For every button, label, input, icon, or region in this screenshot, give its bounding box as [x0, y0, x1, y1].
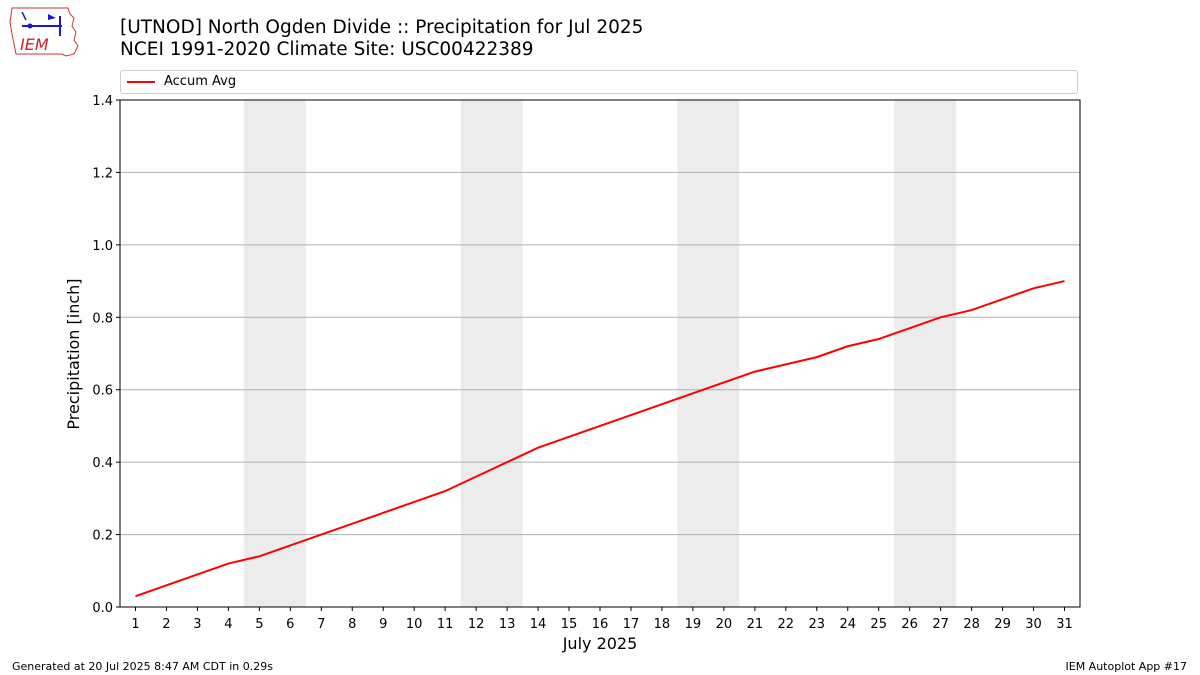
- x-tick-label: 14: [530, 617, 547, 632]
- app-label: IEM Autoplot App #17: [1065, 660, 1188, 673]
- y-tick-label: 0.4: [92, 456, 113, 471]
- x-tick-label: 22: [778, 617, 795, 632]
- x-tick-label: 16: [592, 617, 609, 632]
- series-layer: [135, 280, 1065, 598]
- y-tick-label: 0.0: [92, 601, 113, 616]
- y-tick-label: 1.2: [92, 166, 113, 181]
- x-tick-label: 21: [747, 617, 764, 632]
- x-tick-label: 10: [406, 617, 423, 632]
- x-tick-label: 18: [654, 617, 671, 632]
- x-tick-label: 13: [499, 617, 516, 632]
- x-tick-label: 20: [716, 617, 733, 632]
- chart-title: [UTNOD] North Ogden Divide :: Precipitat…: [120, 17, 644, 38]
- x-tick-label: 6: [286, 617, 294, 632]
- x-tick-label: 4: [224, 617, 232, 632]
- x-tick-label: 15: [561, 617, 578, 632]
- y-tick-label: 0.8: [92, 311, 113, 326]
- x-tick-label: 5: [255, 617, 263, 632]
- y-tick-label: 0.6: [92, 384, 113, 399]
- chart-subtitle: NCEI 1991-2020 Climate Site: USC00422389: [120, 39, 534, 60]
- y-axis-ticks: 0.0 0.2 0.4 0.6 0.8 1.0 1.2 1.4: [92, 94, 120, 616]
- legend-label-accum-avg: Accum Avg: [164, 74, 237, 89]
- x-tick-label: 3: [193, 617, 201, 632]
- x-tick-label: 7: [317, 617, 325, 632]
- x-tick-label: 8: [348, 617, 356, 632]
- x-tick-label: 23: [809, 617, 826, 632]
- x-tick-label: 9: [379, 617, 387, 632]
- x-tick-label: 31: [1056, 617, 1073, 632]
- iem-logo: IEM: [9, 7, 79, 57]
- x-tick-label: 25: [870, 617, 887, 632]
- legend-line-swatch: [127, 81, 155, 83]
- x-axis-ticks: 1 2 3 4 5 6 7 8 9 10 11 12 13 14 15 16 17 18 19 20 21 22 23 24 2…: [131, 607, 1073, 632]
- legend: Accum Avg: [120, 70, 1078, 94]
- weekend-shade-day-26: [894, 100, 926, 607]
- x-tick-label: 1: [131, 617, 139, 632]
- x-tick-label: 28: [963, 617, 980, 632]
- weekend-shade-day-27: [925, 100, 957, 607]
- x-tick-label: 26: [901, 617, 918, 632]
- x-tick-label: 19: [685, 617, 702, 632]
- weekend-shade-day-12: [460, 100, 492, 607]
- x-tick-label: 2: [162, 617, 170, 632]
- y-axis-label: Precipitation [inch]: [64, 278, 83, 429]
- weekend-shade-day-13: [491, 100, 523, 607]
- x-axis-label: July 2025: [562, 634, 638, 653]
- x-tick-label: 29: [994, 617, 1011, 632]
- weekend-shade-day-5: [243, 100, 275, 607]
- weekend-shade-day-20: [708, 100, 740, 607]
- y-tick-label: 1.4: [92, 94, 113, 109]
- generated-timestamp: Generated at 20 Jul 2025 8:47 AM CDT in …: [12, 660, 273, 673]
- y-tick-label: 0.2: [92, 529, 113, 544]
- x-tick-label: 11: [437, 617, 454, 632]
- x-tick-label: 17: [623, 617, 640, 632]
- x-tick-label: 12: [468, 617, 485, 632]
- weekend-shade-day-19: [677, 100, 709, 607]
- y-tick-label: 1.0: [92, 239, 113, 254]
- x-tick-label: 30: [1025, 617, 1042, 632]
- x-tick-label: 24: [839, 617, 856, 632]
- logo-text: IEM: [20, 35, 49, 54]
- weekend-shade-day-6: [274, 100, 306, 607]
- weekend-shading: [243, 100, 957, 607]
- x-tick-label: 27: [932, 617, 949, 632]
